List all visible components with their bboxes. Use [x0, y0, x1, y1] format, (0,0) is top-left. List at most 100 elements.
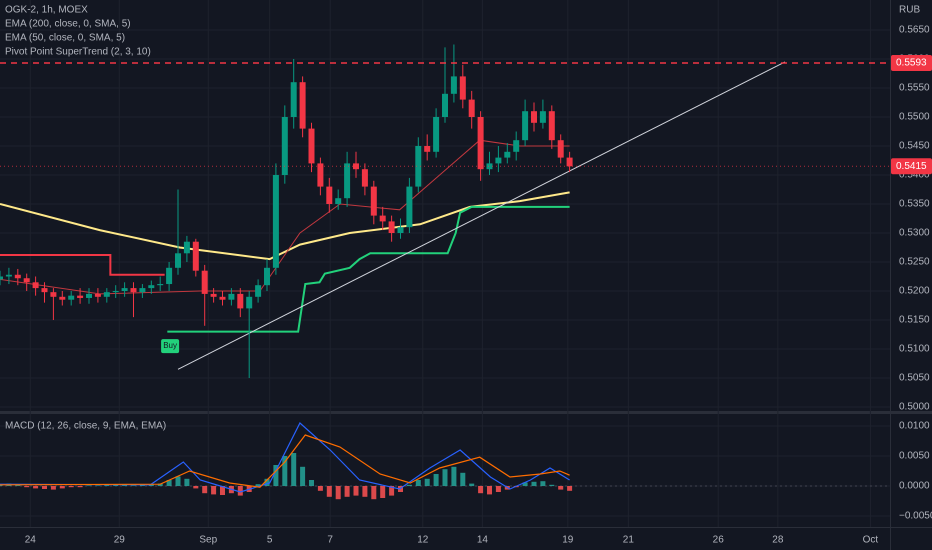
candle-body	[139, 288, 146, 293]
histogram-bar	[131, 485, 136, 486]
histogram-bar	[362, 486, 368, 497]
histogram-bar	[59, 486, 65, 489]
candle-body	[201, 270, 208, 294]
candle-body	[148, 285, 155, 289]
price-level-label: 0.5415	[896, 161, 927, 172]
histogram-bar	[220, 486, 225, 495]
y-tick-label: 0.5000	[899, 402, 930, 413]
y-tick-label: 0.0000	[899, 481, 930, 492]
histogram-bar	[291, 453, 297, 486]
candle-body	[557, 140, 564, 158]
histogram-bar	[77, 486, 83, 488]
candle-body	[299, 82, 306, 129]
histogram-bar	[406, 484, 412, 486]
y-tick-label: 0.5150	[899, 315, 930, 326]
candle-body	[468, 99, 475, 117]
histogram-bar	[273, 465, 279, 486]
candle-body	[192, 241, 199, 271]
x-tick-label: Oct	[863, 535, 879, 546]
candle-body	[566, 157, 573, 167]
histogram-bar	[300, 466, 306, 486]
indicator-line	[0, 191, 570, 261]
y-tick-label: −0.0050	[899, 511, 932, 522]
y-tick-label: 0.5500	[899, 112, 930, 123]
candle-body	[415, 146, 422, 187]
trendline	[177, 61, 786, 370]
histogram-bar	[237, 486, 243, 496]
histogram-bar	[95, 485, 101, 486]
price-level-box	[891, 55, 932, 72]
candle-body	[317, 163, 324, 187]
candle-body	[210, 293, 217, 297]
histogram-bar	[42, 486, 47, 489]
candle-body	[326, 186, 333, 204]
histogram-bar	[442, 469, 448, 486]
y-tick-label: 0.5650	[899, 25, 930, 36]
histogram-bar	[317, 486, 323, 491]
candle-body	[103, 292, 110, 297]
indicator-line	[167, 205, 570, 333]
indicator-line	[0, 254, 165, 276]
candle-body	[86, 293, 92, 298]
candle-body	[361, 169, 368, 187]
histogram-bar	[33, 486, 39, 489]
histogram-bar	[202, 486, 208, 494]
candle-body	[397, 227, 404, 233]
candle-body	[442, 93, 448, 117]
candle-body	[379, 215, 386, 222]
histogram-bar	[50, 486, 56, 490]
histogram-bar	[371, 486, 377, 500]
candle-body	[23, 278, 30, 283]
x-tick-label: 29	[114, 535, 126, 546]
candle-body	[513, 140, 520, 152]
legend-entry: Pivot Point SuperTrend (2, 3, 10)	[5, 47, 151, 58]
histogram-bar	[558, 486, 564, 490]
candle-body	[477, 117, 484, 170]
candle-body	[50, 292, 57, 297]
histogram-bar	[460, 472, 466, 486]
candle-body	[433, 117, 440, 152]
candle-body	[459, 76, 466, 100]
candle-body	[237, 293, 244, 309]
histogram-bar	[531, 481, 537, 486]
candle-body	[281, 117, 288, 175]
histogram-bar	[567, 486, 573, 491]
legend-entry: EMA (50, close, 0, SMA, 5)	[5, 33, 125, 44]
candle-body	[130, 288, 137, 293]
candle-body	[219, 296, 226, 300]
histogram-bar	[380, 486, 386, 498]
candle-body	[41, 288, 48, 293]
y-tick-label: 0.5550	[899, 83, 930, 94]
currency-label: RUB	[899, 5, 920, 16]
y-tick-label: 0.0100	[899, 421, 930, 432]
x-tick-label: 26	[713, 535, 725, 546]
plot-area	[0, 44, 890, 500]
candle-body	[121, 288, 128, 291]
candle-body	[5, 274, 12, 277]
histogram-bar	[282, 456, 288, 486]
candle-body	[228, 293, 235, 300]
price-level-label: 0.5593	[896, 58, 927, 69]
candle-body	[290, 82, 297, 117]
histogram-bar	[433, 474, 439, 486]
histogram-bar	[104, 484, 110, 486]
x-tick-label: 24	[25, 535, 37, 546]
candle-body	[495, 157, 502, 164]
x-tick-label: Sep	[199, 535, 217, 546]
candle-body	[14, 274, 21, 279]
y-tick-label: 0.5350	[899, 199, 930, 210]
candle-body	[424, 146, 431, 152]
candle-body	[246, 296, 253, 309]
x-tick-label: 14	[477, 535, 489, 546]
y-tick-label: 0.5300	[899, 228, 930, 239]
y-tick-label: 0.5050	[899, 373, 930, 384]
x-tick-label: 21	[623, 535, 635, 546]
candle-body	[175, 253, 181, 268]
histogram-bar	[540, 481, 546, 486]
indicator-line	[0, 422, 570, 493]
candle-body	[264, 267, 270, 286]
candle-body	[59, 296, 66, 300]
candle-body	[504, 151, 511, 158]
